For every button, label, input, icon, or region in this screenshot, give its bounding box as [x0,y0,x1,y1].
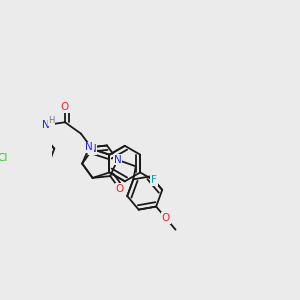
Text: F: F [151,176,157,185]
Text: O: O [162,213,170,223]
Text: N: N [85,142,93,152]
Text: O: O [116,184,124,194]
Text: H: H [48,116,55,125]
Text: N: N [114,155,121,165]
Text: Cl: Cl [0,153,8,163]
Text: N: N [89,144,97,154]
Text: N: N [42,120,50,130]
Text: O: O [61,102,69,112]
